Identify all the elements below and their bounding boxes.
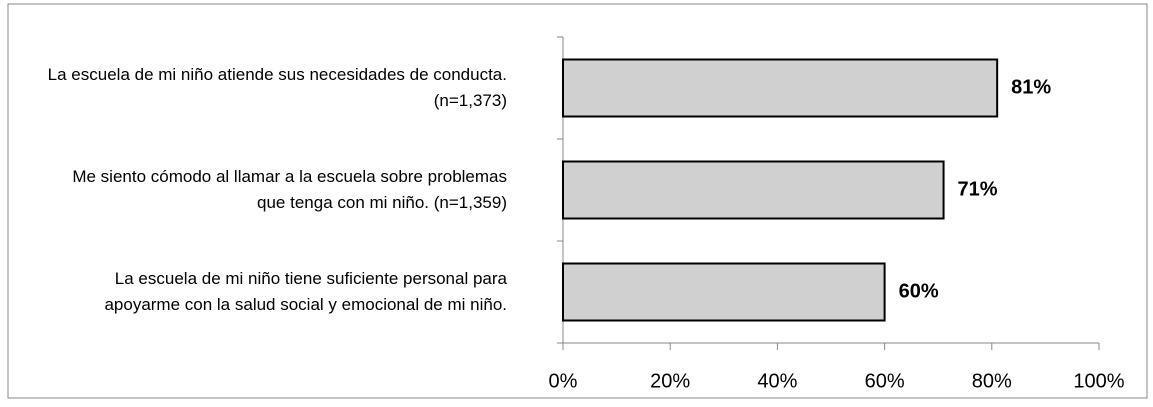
value-label: 60% (899, 280, 939, 302)
x-tick-label: 60% (865, 370, 905, 392)
x-tick-label: 20% (650, 370, 690, 392)
value-label: 71% (958, 178, 998, 200)
value-label: 81% (1011, 76, 1051, 98)
x-tick-label: 0% (549, 370, 578, 392)
category-label: Me siento cómodo al llamar a la escuela … (72, 167, 507, 212)
bar (562, 160, 945, 220)
x-tick-label: 100% (1073, 370, 1124, 392)
x-tick-label: 80% (972, 370, 1012, 392)
bar (562, 58, 999, 118)
bar (562, 262, 886, 322)
chart-border (7, 3, 1148, 399)
x-tick-label: 40% (757, 370, 797, 392)
category-label: La escuela de mi niño atiende sus necesi… (47, 65, 507, 110)
category-label: La escuela de mi niño tiene suficiente p… (104, 269, 507, 314)
